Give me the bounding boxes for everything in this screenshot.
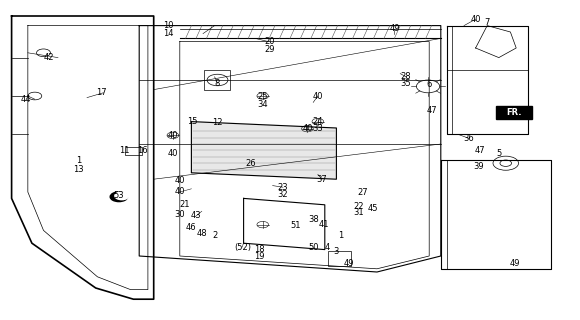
Text: 43: 43	[191, 212, 201, 220]
Text: 40: 40	[470, 15, 481, 24]
Text: 16: 16	[137, 146, 147, 155]
Text: 21: 21	[179, 200, 190, 209]
Text: 35: 35	[401, 79, 411, 88]
Text: 19: 19	[255, 252, 265, 261]
Text: 24: 24	[313, 117, 323, 126]
Bar	[125, 147, 142, 155]
Text: 5: 5	[496, 149, 502, 158]
Text: 1: 1	[75, 156, 81, 164]
Text: FR.: FR.	[506, 108, 521, 117]
Text: 15: 15	[187, 117, 198, 126]
Text: 39: 39	[473, 162, 484, 171]
Text: 28: 28	[401, 72, 411, 81]
Polygon shape	[191, 122, 336, 179]
Text: 46: 46	[186, 223, 197, 232]
Text: (52): (52)	[234, 243, 251, 252]
Text: 45: 45	[368, 204, 378, 213]
Text: 42: 42	[44, 53, 55, 62]
Text: 27: 27	[357, 188, 368, 197]
Text: 4: 4	[325, 244, 331, 252]
Text: 8: 8	[215, 79, 220, 88]
Text: 40: 40	[168, 149, 178, 158]
Text: 25: 25	[258, 92, 268, 100]
Text: 44: 44	[21, 95, 31, 104]
Text: 47: 47	[475, 146, 485, 155]
Text: 47: 47	[427, 106, 437, 115]
Text: 2: 2	[212, 231, 218, 240]
Text: 40: 40	[313, 92, 323, 100]
Text: 1: 1	[338, 231, 344, 240]
Text: 11: 11	[119, 146, 130, 155]
Text: 23: 23	[278, 183, 288, 192]
Text: 6: 6	[426, 80, 432, 89]
Text: 34: 34	[258, 100, 268, 108]
Text: 33: 33	[313, 124, 323, 133]
Text: 32: 32	[278, 190, 288, 199]
Text: 38: 38	[308, 215, 318, 224]
Text: 49: 49	[510, 259, 520, 268]
Text: 40: 40	[302, 124, 313, 133]
Text: 49: 49	[344, 259, 354, 268]
Text: 22: 22	[353, 202, 364, 211]
Text: 17: 17	[96, 88, 107, 97]
Text: 20: 20	[264, 37, 275, 46]
Text: 29: 29	[264, 45, 275, 54]
Text: 14: 14	[163, 29, 173, 38]
Text: 18: 18	[255, 245, 265, 254]
Text: 3: 3	[334, 247, 339, 256]
Text: 40: 40	[175, 176, 185, 185]
Text: 40: 40	[168, 131, 178, 140]
Text: 37: 37	[317, 175, 327, 184]
Text: 31: 31	[353, 208, 364, 217]
Bar	[328, 251, 351, 266]
Text: 12: 12	[212, 118, 223, 127]
Text: 10: 10	[163, 21, 173, 30]
Text: 7: 7	[484, 18, 490, 27]
Text: 26: 26	[245, 159, 256, 168]
Text: 50: 50	[308, 243, 318, 252]
Text: 49: 49	[389, 24, 400, 33]
Text: 41: 41	[318, 220, 329, 229]
Text: 48: 48	[197, 229, 207, 238]
Text: 40: 40	[175, 188, 185, 196]
Circle shape	[110, 192, 128, 202]
Text: 51: 51	[291, 221, 301, 230]
Bar	[496, 106, 532, 119]
Text: 13: 13	[73, 165, 84, 174]
Circle shape	[115, 192, 129, 200]
Bar	[204, 70, 230, 90]
Text: 30: 30	[175, 210, 185, 219]
Text: 36: 36	[463, 134, 474, 143]
Text: 53: 53	[114, 191, 124, 200]
